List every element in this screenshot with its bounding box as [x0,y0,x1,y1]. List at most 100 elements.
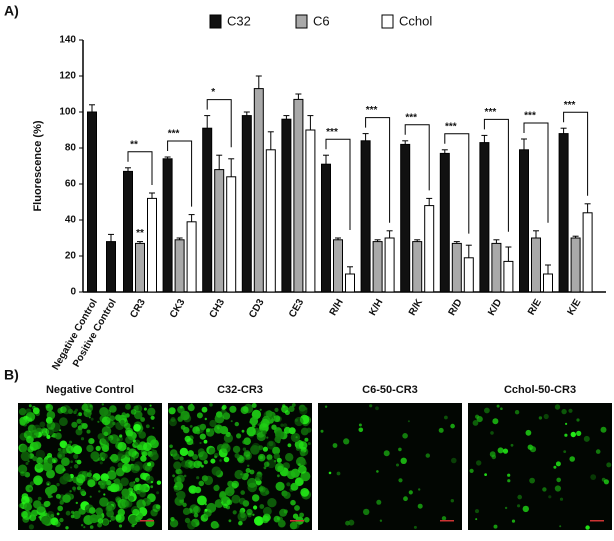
cell [42,461,53,472]
cell [472,420,479,426]
x-tick-label: CK3 [168,297,188,320]
cell [170,454,173,456]
cell [55,493,61,499]
cells [18,403,162,530]
cell [199,441,202,445]
cell [590,474,597,480]
cell [201,406,208,413]
cell [28,418,33,422]
cell [152,427,155,429]
cell [86,444,94,453]
legend-text: C6 [313,13,330,28]
cell [249,469,255,475]
cell [118,524,123,528]
cell [114,478,121,485]
cell [565,422,568,425]
cell [120,419,125,425]
cell [117,462,124,469]
bar [543,273,553,293]
bar [372,241,383,293]
cell [101,426,112,436]
y-tick-label: 120 [59,71,76,82]
bar [87,111,97,293]
cell [143,407,147,411]
cell [234,421,239,427]
cell [262,446,268,452]
cell [284,410,290,416]
cell [70,460,73,464]
cell [141,451,148,457]
cell [101,403,105,406]
cell [179,405,183,409]
bar [503,260,514,293]
cell [119,434,123,438]
cell [22,510,32,520]
cell [100,473,109,482]
bar [265,149,276,293]
cell [112,421,116,426]
cell [182,502,187,507]
cell [54,521,61,527]
cell [65,444,71,450]
cell [135,516,142,523]
cell [298,441,308,450]
cell [130,456,136,462]
cell [283,491,291,499]
legend-swatch [209,14,222,29]
cell [219,426,229,435]
cell [136,444,143,451]
cell [32,407,40,415]
cell [24,471,31,478]
bar [253,88,264,293]
cell [21,495,30,505]
cell [177,416,184,422]
cell [320,429,324,433]
cell [250,445,260,455]
x-tick-label: CE3 [287,297,306,320]
cell [54,432,62,440]
cell [173,461,182,470]
significance-label: *** [366,105,378,116]
cell [186,438,194,446]
cell [196,412,203,419]
scale-bar [590,520,604,522]
cell [46,511,55,519]
y-tick-label: 140 [59,35,76,46]
cell [79,489,86,495]
cell [140,455,147,462]
legend-text: C32 [227,13,251,28]
cell [121,463,132,473]
cell [33,475,43,486]
cell [97,518,104,524]
cell [97,522,103,528]
cell [87,479,96,488]
cell [290,482,299,491]
cell [23,430,33,439]
cell [76,418,82,424]
cell [242,406,249,412]
cell [484,473,487,476]
cell [555,461,561,467]
cell [402,433,408,439]
cell [38,515,42,519]
significance-bracket [444,133,470,234]
cell [147,407,156,416]
bar [439,152,450,293]
cell [156,480,162,485]
cell [496,404,500,408]
x-tick-label: R/E [526,297,544,317]
cell [168,407,176,415]
cell [324,405,328,408]
cell [47,483,50,486]
cell [187,520,196,530]
cell [150,485,154,489]
bar [147,197,157,293]
cell [237,456,245,464]
cell [288,405,295,412]
cell [398,447,402,452]
significance-bracket [523,122,549,223]
cell [292,433,300,441]
x-tick-label: K/H [367,297,385,317]
bar [463,257,474,293]
cell [18,503,24,508]
